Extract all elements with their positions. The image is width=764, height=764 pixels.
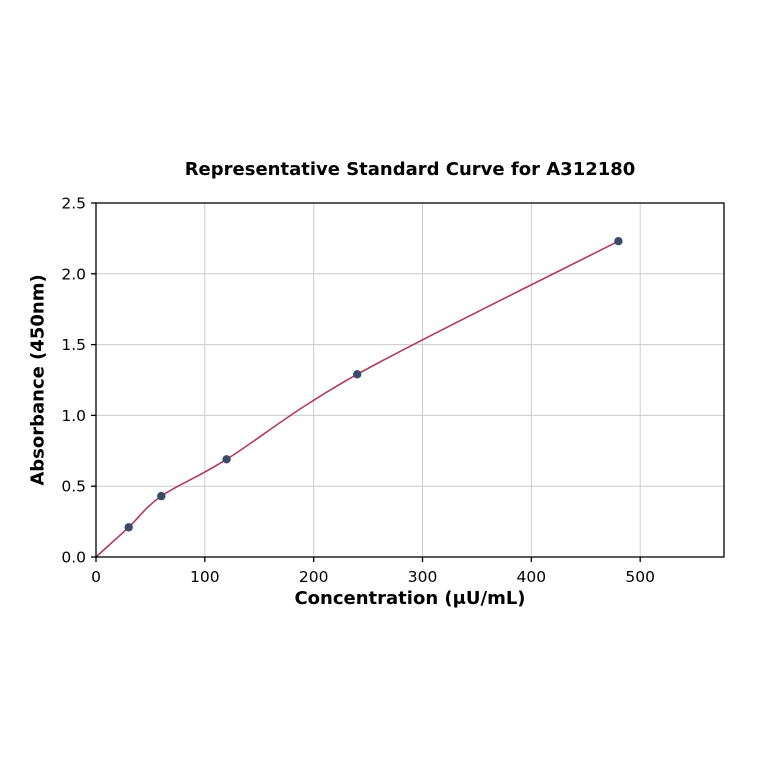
x-tick-label: 400	[517, 568, 547, 586]
x-tick-label: 0	[91, 568, 101, 586]
x-tick-label: 500	[625, 568, 655, 586]
y-tick-label: 1.5	[61, 336, 86, 354]
y-tick-label: 2.0	[61, 265, 86, 283]
x-tick-label: 300	[408, 568, 438, 586]
data-point	[353, 370, 362, 379]
y-tick-label: 0.5	[61, 478, 86, 496]
data-point	[157, 491, 166, 501]
chart-title: Representative Standard Curve for A31218…	[184, 159, 636, 180]
y-axis-label: Absorbance (450nm)	[27, 274, 49, 486]
data-point	[614, 237, 623, 246]
fit-curve	[95, 240, 619, 558]
y-tick-label: 2.5	[61, 195, 86, 213]
x-tick-label: 200	[299, 568, 329, 586]
y-tick-label: 1.0	[61, 407, 86, 425]
data-point	[222, 455, 231, 464]
x-axis-label: Concentration (μU/mL)	[294, 588, 526, 609]
plot-border	[95, 202, 725, 558]
y-tick-label: 0.0	[61, 549, 86, 567]
x-tick-label: 100	[190, 568, 220, 586]
data-point	[124, 523, 133, 532]
